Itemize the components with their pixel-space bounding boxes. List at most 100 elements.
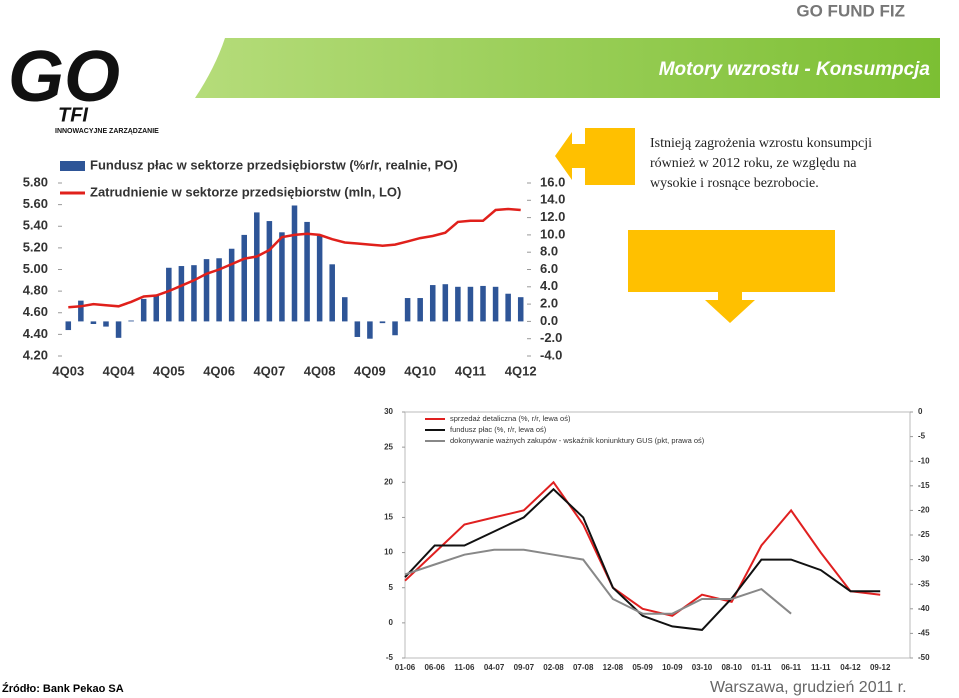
tick-label: 16.0 xyxy=(540,174,565,189)
x-tick-label: 4Q11 xyxy=(455,363,486,378)
bar xyxy=(128,320,134,322)
line xyxy=(68,207,521,309)
x-tick-label: 08-10 xyxy=(721,663,742,672)
tick-label: 10.0 xyxy=(540,226,565,241)
bar xyxy=(228,248,235,322)
line xyxy=(404,480,881,617)
tick-label: 2.0 xyxy=(540,296,558,311)
bar xyxy=(505,293,511,322)
x-tick-label: 03-10 xyxy=(692,663,713,672)
tick-label: 5.20 xyxy=(23,239,48,254)
x-tick-label: 4Q06 xyxy=(203,363,235,378)
x-tick-label: 04-12 xyxy=(840,663,861,672)
bar xyxy=(254,212,260,322)
tick-label: -2.0 xyxy=(540,330,562,345)
bar xyxy=(367,321,373,339)
tick-label: 0.0 xyxy=(540,313,558,328)
x-tick-label: 4Q12 xyxy=(505,363,537,378)
tick-label: 14.0 xyxy=(540,192,565,207)
x-tick-label: 11-06 xyxy=(454,663,475,672)
legend-label: fundusz płac (%, r/r, lewa oś) xyxy=(450,425,547,434)
bar xyxy=(316,235,323,322)
x-tick-label: 11-11 xyxy=(811,663,831,672)
tick-label: -40 xyxy=(918,604,930,613)
arrow-down xyxy=(705,292,755,323)
tick-label: 15 xyxy=(384,513,393,522)
tick-label: 5.00 xyxy=(23,261,48,276)
tick-label: -45 xyxy=(918,629,930,638)
tick-label: 5 xyxy=(389,583,394,592)
bar xyxy=(442,284,449,322)
bar xyxy=(241,234,247,322)
note-line: również w 2012 roku, ze względu na xyxy=(650,156,857,171)
bar xyxy=(178,266,185,322)
logo-sub: TFI xyxy=(58,104,88,126)
bar xyxy=(115,321,122,338)
tick-label: 10 xyxy=(384,548,393,557)
x-tick-label: 02-08 xyxy=(543,663,564,672)
x-tick-label: 4Q04 xyxy=(103,363,136,378)
x-tick-label: 06-11 xyxy=(781,663,802,672)
bar xyxy=(78,300,84,322)
tick-label: 5.80 xyxy=(23,174,48,189)
x-tick-label: 10-09 xyxy=(662,663,683,672)
tick-label: 0 xyxy=(918,407,923,416)
legend-label: sprzedaż detaliczna (%, r/r, lewa oś) xyxy=(450,414,571,423)
tick-label: -5 xyxy=(918,432,926,441)
tick-label: 5.40 xyxy=(23,218,48,233)
bar xyxy=(191,265,197,322)
bar xyxy=(417,298,423,322)
x-tick-label: 09-07 xyxy=(514,663,535,672)
tick-label: 20 xyxy=(384,477,393,486)
tick-label: 0 xyxy=(389,618,394,627)
source: Źródło: Bank Pekao SA xyxy=(2,682,124,695)
tick-label: 25 xyxy=(384,442,393,451)
line xyxy=(404,487,881,631)
bar xyxy=(480,285,486,322)
logo: GO xyxy=(8,37,120,117)
bar xyxy=(392,321,398,336)
x-tick-label: 07-08 xyxy=(573,663,594,672)
tick-label: 4.60 xyxy=(23,304,48,319)
legend-label: Zatrudnienie w sektorze przedsiębiorstw … xyxy=(90,184,401,199)
x-tick-label: 05-09 xyxy=(632,663,653,672)
tick-label: -20 xyxy=(918,506,930,515)
tick-label: 8.0 xyxy=(540,244,558,259)
tick-label: -35 xyxy=(918,579,930,588)
tick-label: 12.0 xyxy=(540,209,565,224)
tick-label: 4.40 xyxy=(23,326,48,341)
tick-label: -25 xyxy=(918,530,930,539)
bar xyxy=(103,321,109,327)
tick-label: 6.0 xyxy=(540,261,558,276)
bar xyxy=(65,321,72,331)
slide-title: Motory wzrostu - Konsumpcja xyxy=(659,59,931,80)
bar xyxy=(266,221,273,322)
tick-label: 4.80 xyxy=(23,283,48,298)
bar xyxy=(492,286,499,322)
tick-label: 5.60 xyxy=(23,196,48,211)
x-tick-label: 01-11 xyxy=(751,663,772,672)
bar xyxy=(404,298,411,322)
legend-label: dokonywanie ważnych zakupów - wskaźnik k… xyxy=(450,436,705,445)
x-tick-label: 01-06 xyxy=(395,663,416,672)
bar xyxy=(329,264,335,322)
tick-label: -5 xyxy=(386,653,394,662)
bar xyxy=(90,321,97,324)
bar xyxy=(379,321,386,324)
title-banner xyxy=(195,38,940,98)
tick-label: 4.20 xyxy=(23,347,48,362)
note-box xyxy=(628,230,835,292)
note-line: wysokie i rosnące bezrobocie. xyxy=(650,176,819,191)
x-tick-label: 4Q10 xyxy=(404,363,436,378)
x-tick-label: 04-07 xyxy=(484,663,505,672)
bar xyxy=(304,221,310,322)
note-line: Istnieją zagrożenia wzrostu konsumpcji xyxy=(650,136,872,151)
x-tick-label: 06-06 xyxy=(424,663,445,672)
bar xyxy=(354,321,361,337)
note-box xyxy=(585,128,635,185)
bar xyxy=(467,286,474,322)
bar xyxy=(166,267,172,322)
x-tick-label: 09-12 xyxy=(870,663,891,672)
line xyxy=(404,548,792,615)
